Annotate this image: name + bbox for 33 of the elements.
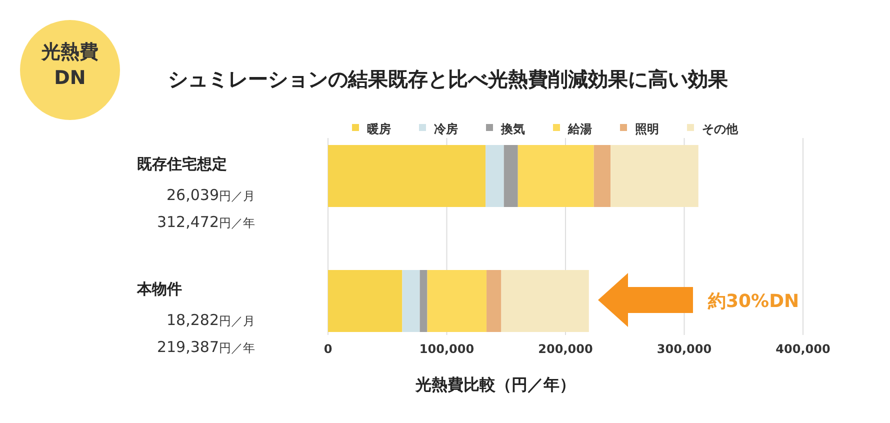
legend-label: その他 (702, 122, 739, 136)
bar (328, 145, 486, 207)
text: 26,039円／月 (166, 186, 255, 204)
bar (594, 145, 611, 207)
bar (486, 270, 502, 332)
legend-label: 照明 (635, 122, 659, 136)
text: 18,282円／月 (166, 311, 255, 329)
legend-label: 暖房 (367, 122, 391, 136)
annotation: 約30%DN (707, 291, 800, 312)
bar (501, 270, 589, 332)
bar (486, 145, 504, 207)
y-tick-label: 本物件 (136, 280, 182, 298)
bar (402, 270, 420, 332)
x-axis-title: 光熱費比較（円／年） (414, 375, 576, 394)
text: 光熱費 DN (40, 41, 98, 89)
bar (610, 145, 698, 207)
bar (328, 270, 402, 332)
x-tick-label: 400,000 (776, 342, 830, 356)
x-tick-label: 300,000 (656, 342, 712, 356)
y-tick-label: 既存住宅想定 (137, 155, 227, 173)
x-tick-label: 0 (324, 342, 332, 356)
x-tick-label: 100,000 (419, 342, 474, 356)
legend-label: 給湯 (567, 122, 592, 136)
bar (420, 270, 428, 332)
x-tick-label: 200,000 (538, 342, 593, 356)
text: 312,472円／年 (156, 213, 255, 231)
legend-label: 換気 (500, 122, 525, 136)
chart-title: シュミレーションの結果既存と比べ光熱費削減効果に高い効果 (168, 67, 729, 91)
bar (427, 270, 487, 332)
legend-label: 冷房 (434, 122, 458, 136)
bar (518, 145, 594, 207)
bar (504, 145, 518, 207)
text: 219,387円／年 (156, 338, 255, 356)
